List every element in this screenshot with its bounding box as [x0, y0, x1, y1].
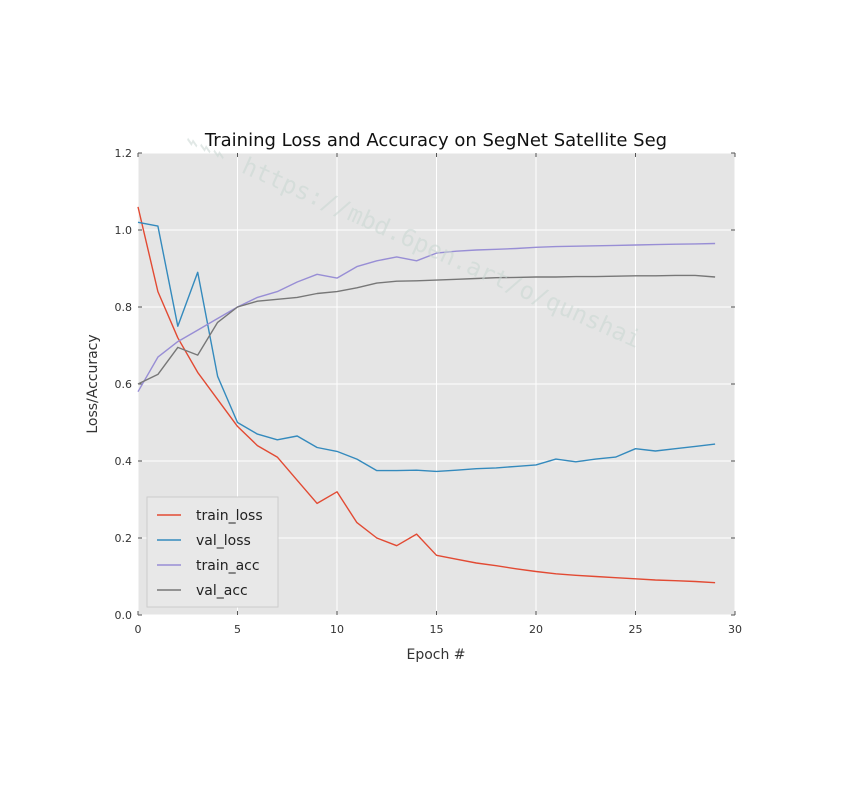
y-axis-label: Loss/Accuracy: [85, 334, 101, 433]
legend-label-val-loss: val_loss: [196, 533, 251, 549]
x-tick-label: 15: [430, 623, 444, 636]
x-tick-label: 20: [529, 623, 543, 636]
y-tick-label: 0.0: [115, 609, 133, 622]
series-line-val-acc: [137, 274, 716, 385]
y-tick-label: 1.0: [115, 224, 133, 237]
y-tick-label: 0.8: [115, 301, 133, 314]
legend: train_loss val_loss train_acc val_acc: [146, 496, 279, 608]
ticks: 0 5 10 15 20 25 30 0.0 0.2 0.4 0.6 0.8 1.0 1.2: [115, 147, 743, 636]
series-line-val-loss: [137, 221, 716, 473]
x-axis-label: Epoch #: [406, 647, 465, 663]
x-tick-label: 0: [135, 623, 142, 636]
x-tick-label: 25: [629, 623, 643, 636]
x-tick-label: 30: [728, 623, 742, 636]
y-tick-label: 1.2: [115, 147, 133, 160]
series-line-train-loss: [137, 206, 716, 584]
x-tick-label: 10: [330, 623, 344, 636]
legend-label-train-loss: train_loss: [196, 508, 263, 524]
chart-title: Training Loss and Accuracy on SegNet Sat…: [204, 130, 667, 151]
y-tick-label: 0.2: [115, 532, 133, 545]
legend-label-train-acc: train_acc: [196, 558, 260, 574]
x-tick-label: 5: [234, 623, 241, 636]
series-lines: [137, 206, 716, 584]
y-tick-label: 0.4: [115, 455, 133, 468]
y-tick-label: 0.6: [115, 378, 133, 391]
legend-label-val-acc: val_acc: [196, 583, 248, 599]
